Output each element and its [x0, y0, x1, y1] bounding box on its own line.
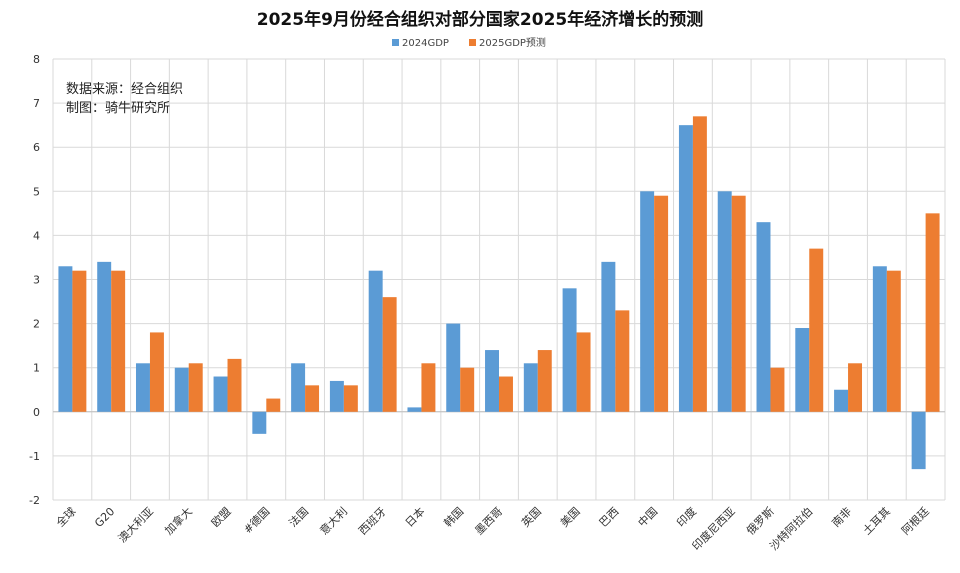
bar-gdp-2024	[872, 266, 887, 412]
bar-gdp-2025-forecast	[460, 367, 475, 412]
bar-gdp-2025-forecast	[421, 363, 436, 412]
x-tick-label: 俄罗斯	[744, 505, 777, 538]
bar-gdp-2025-forecast	[382, 297, 397, 412]
bar-gdp-2024	[717, 191, 732, 412]
bar-gdp-2025-forecast	[731, 195, 746, 412]
bar-gdp-2024	[174, 367, 189, 412]
y-tick-label: 4	[33, 229, 40, 242]
bar-gdp-2025-forecast	[770, 367, 785, 412]
bar-gdp-2024	[446, 323, 461, 412]
bar-gdp-2025-forecast	[188, 363, 203, 412]
bar-gdp-2025-forecast	[848, 363, 863, 412]
x-tick-label: 西班牙	[356, 505, 389, 538]
y-axis-ticks: -2 -1 0 1 2 3 4 5 6 7 8	[29, 53, 40, 507]
legend-swatch	[392, 39, 399, 46]
bar-gdp-2025-forecast	[692, 116, 707, 412]
bar-gdp-2025-forecast	[886, 270, 901, 412]
x-tick-label: 南非	[829, 505, 854, 530]
x-tick-label: 韩国	[441, 504, 466, 529]
bar-gdp-2025-forecast	[615, 310, 630, 412]
bar-gdp-2025-forecast	[499, 376, 513, 412]
y-tick-label: 0	[33, 406, 40, 419]
bar-gdp-2024	[640, 191, 655, 412]
bar-gdp-2024	[795, 328, 810, 412]
gridlines	[52, 58, 946, 501]
bar-series	[58, 116, 940, 470]
x-tick-label: 意大利	[317, 504, 350, 537]
y-tick-label: 7	[33, 97, 40, 110]
legend-label: 2024GDP	[402, 38, 449, 49]
bar-gdp-2024	[97, 261, 112, 412]
chart-title: 2025年9月份经合组织对部分国家2025年经济增长的预测	[257, 9, 703, 30]
bar-gdp-2024	[756, 222, 771, 412]
bar-gdp-2025-forecast	[537, 350, 552, 412]
bar-gdp-2025-forecast	[654, 195, 669, 412]
bar-gdp-2025-forecast	[809, 248, 824, 412]
x-tick-label: 美国	[558, 505, 583, 530]
y-tick-label: -2	[29, 494, 40, 507]
bar-gdp-2024	[523, 363, 538, 412]
legend: 2024GDP 2025GDP预测	[392, 36, 546, 49]
x-tick-label: 加拿大	[162, 504, 195, 537]
legend-swatch	[469, 39, 476, 46]
y-tick-label: 2	[33, 318, 40, 331]
bar-gdp-2024	[562, 288, 577, 412]
bar-gdp-2024	[291, 363, 306, 412]
bar-gdp-2024	[252, 411, 267, 434]
x-tick-label: 阿根廷	[898, 504, 931, 537]
bar-gdp-2024	[368, 270, 383, 412]
bar-gdp-2025-forecast	[305, 385, 320, 412]
bar-gdp-2024	[911, 411, 926, 470]
bar-gdp-2025-forecast	[925, 213, 940, 412]
x-tick-label: 法国	[286, 504, 311, 529]
y-tick-label: 8	[33, 53, 40, 66]
bar-gdp-2024	[601, 261, 616, 412]
data-source-note: 数据来源：经合组织	[66, 82, 183, 97]
bar-gdp-2024	[485, 350, 499, 412]
bar-gdp-2024	[135, 363, 150, 412]
bar-gdp-2025-forecast	[576, 332, 591, 412]
y-tick-label: -1	[29, 450, 40, 463]
bar-gdp-2024	[407, 407, 422, 412]
x-tick-label: 墨西哥	[473, 505, 506, 538]
bar-gdp-2024	[213, 376, 228, 412]
x-tick-label: 澳大利亚	[115, 504, 156, 545]
legend-label: 2025GDP预测	[479, 36, 546, 49]
chart-author-note: 制图：骑牛研究所	[66, 101, 170, 116]
x-tick-label: 巴西	[597, 505, 622, 530]
y-tick-label: 6	[33, 141, 40, 154]
x-tick-label: 印度	[674, 504, 699, 529]
bar-gdp-2024	[834, 389, 849, 412]
x-tick-label: 全球	[53, 504, 78, 529]
x-tick-label: 欧盟	[209, 505, 234, 530]
x-tick-label: G20	[92, 505, 117, 530]
bar-gdp-2025-forecast	[266, 398, 281, 412]
bar-gdp-2025-forecast	[149, 332, 164, 412]
bar-gdp-2025-forecast	[227, 358, 242, 412]
bar-gdp-2025-forecast	[72, 270, 87, 412]
bar-gdp-2025-forecast	[111, 270, 126, 412]
y-tick-label: 5	[33, 185, 40, 198]
bar-gdp-2025-forecast	[343, 385, 358, 412]
y-tick-label: 3	[33, 274, 40, 287]
x-tick-label: #德国	[240, 504, 272, 536]
y-tick-label: 1	[33, 362, 40, 375]
x-tick-label: 中国	[636, 505, 661, 530]
x-tick-label: 英国	[518, 504, 543, 529]
bar-gdp-2024	[58, 266, 73, 412]
bar-gdp-2024	[678, 125, 693, 412]
bar-gdp-2024	[329, 380, 344, 412]
x-tick-label: 土耳其	[860, 505, 893, 538]
x-tick-label: 日本	[402, 504, 427, 529]
